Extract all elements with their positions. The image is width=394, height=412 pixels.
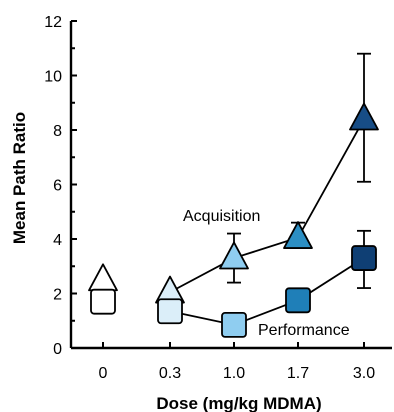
performance-line [169, 257, 365, 326]
x-axis-label: Dose (mg/kg MDMA) [156, 394, 321, 412]
labels: Mean Path Ratio Dose (mg/kg MDMA) Acquis… [10, 112, 350, 412]
y-tick-label-6: 6 [53, 178, 62, 195]
x-tick-label-0.3: 0.3 [159, 365, 181, 382]
annotation-performance: Performance [258, 322, 350, 339]
performance-marker-0.3 [157, 298, 183, 325]
y-tick-label-2: 2 [53, 287, 62, 304]
data-markers [88, 102, 379, 338]
acquisition-marker-3.0 [349, 102, 379, 131]
acquisition-marker-1.7 [283, 221, 313, 249]
performance-marker-1.0 [221, 311, 247, 338]
y-tick-label-10: 10 [44, 69, 62, 86]
y-axis-label: Mean Path Ratio [10, 112, 29, 244]
axes [69, 21, 392, 350]
x-tick-label-1.7: 1.7 [287, 365, 309, 382]
x-tick-label-1.0: 1.0 [223, 365, 245, 382]
x-tick-label-3.0: 3.0 [353, 365, 375, 382]
y-tick-label-12: 12 [44, 14, 62, 31]
annotation-acquisition: Acquisition [183, 208, 260, 225]
acquisition-line [169, 118, 365, 293]
series-lines [169, 118, 365, 326]
performance-marker-3.0 [351, 245, 377, 271]
y-tick-label-0: 0 [53, 341, 62, 358]
performance-marker-1.7 [285, 287, 311, 314]
y-tick-label-8: 8 [53, 123, 62, 140]
acquisition-marker-0 [88, 263, 118, 292]
y-tick-label-4: 4 [53, 232, 62, 249]
x-tick-label-0: 0 [99, 365, 108, 382]
performance-marker-0 [90, 288, 116, 315]
acquisition-marker-1.0 [219, 241, 249, 270]
tick-marks: 0 2 4 6 8 10 12 0 0.3 1.0 1.7 3.0 [44, 14, 375, 382]
